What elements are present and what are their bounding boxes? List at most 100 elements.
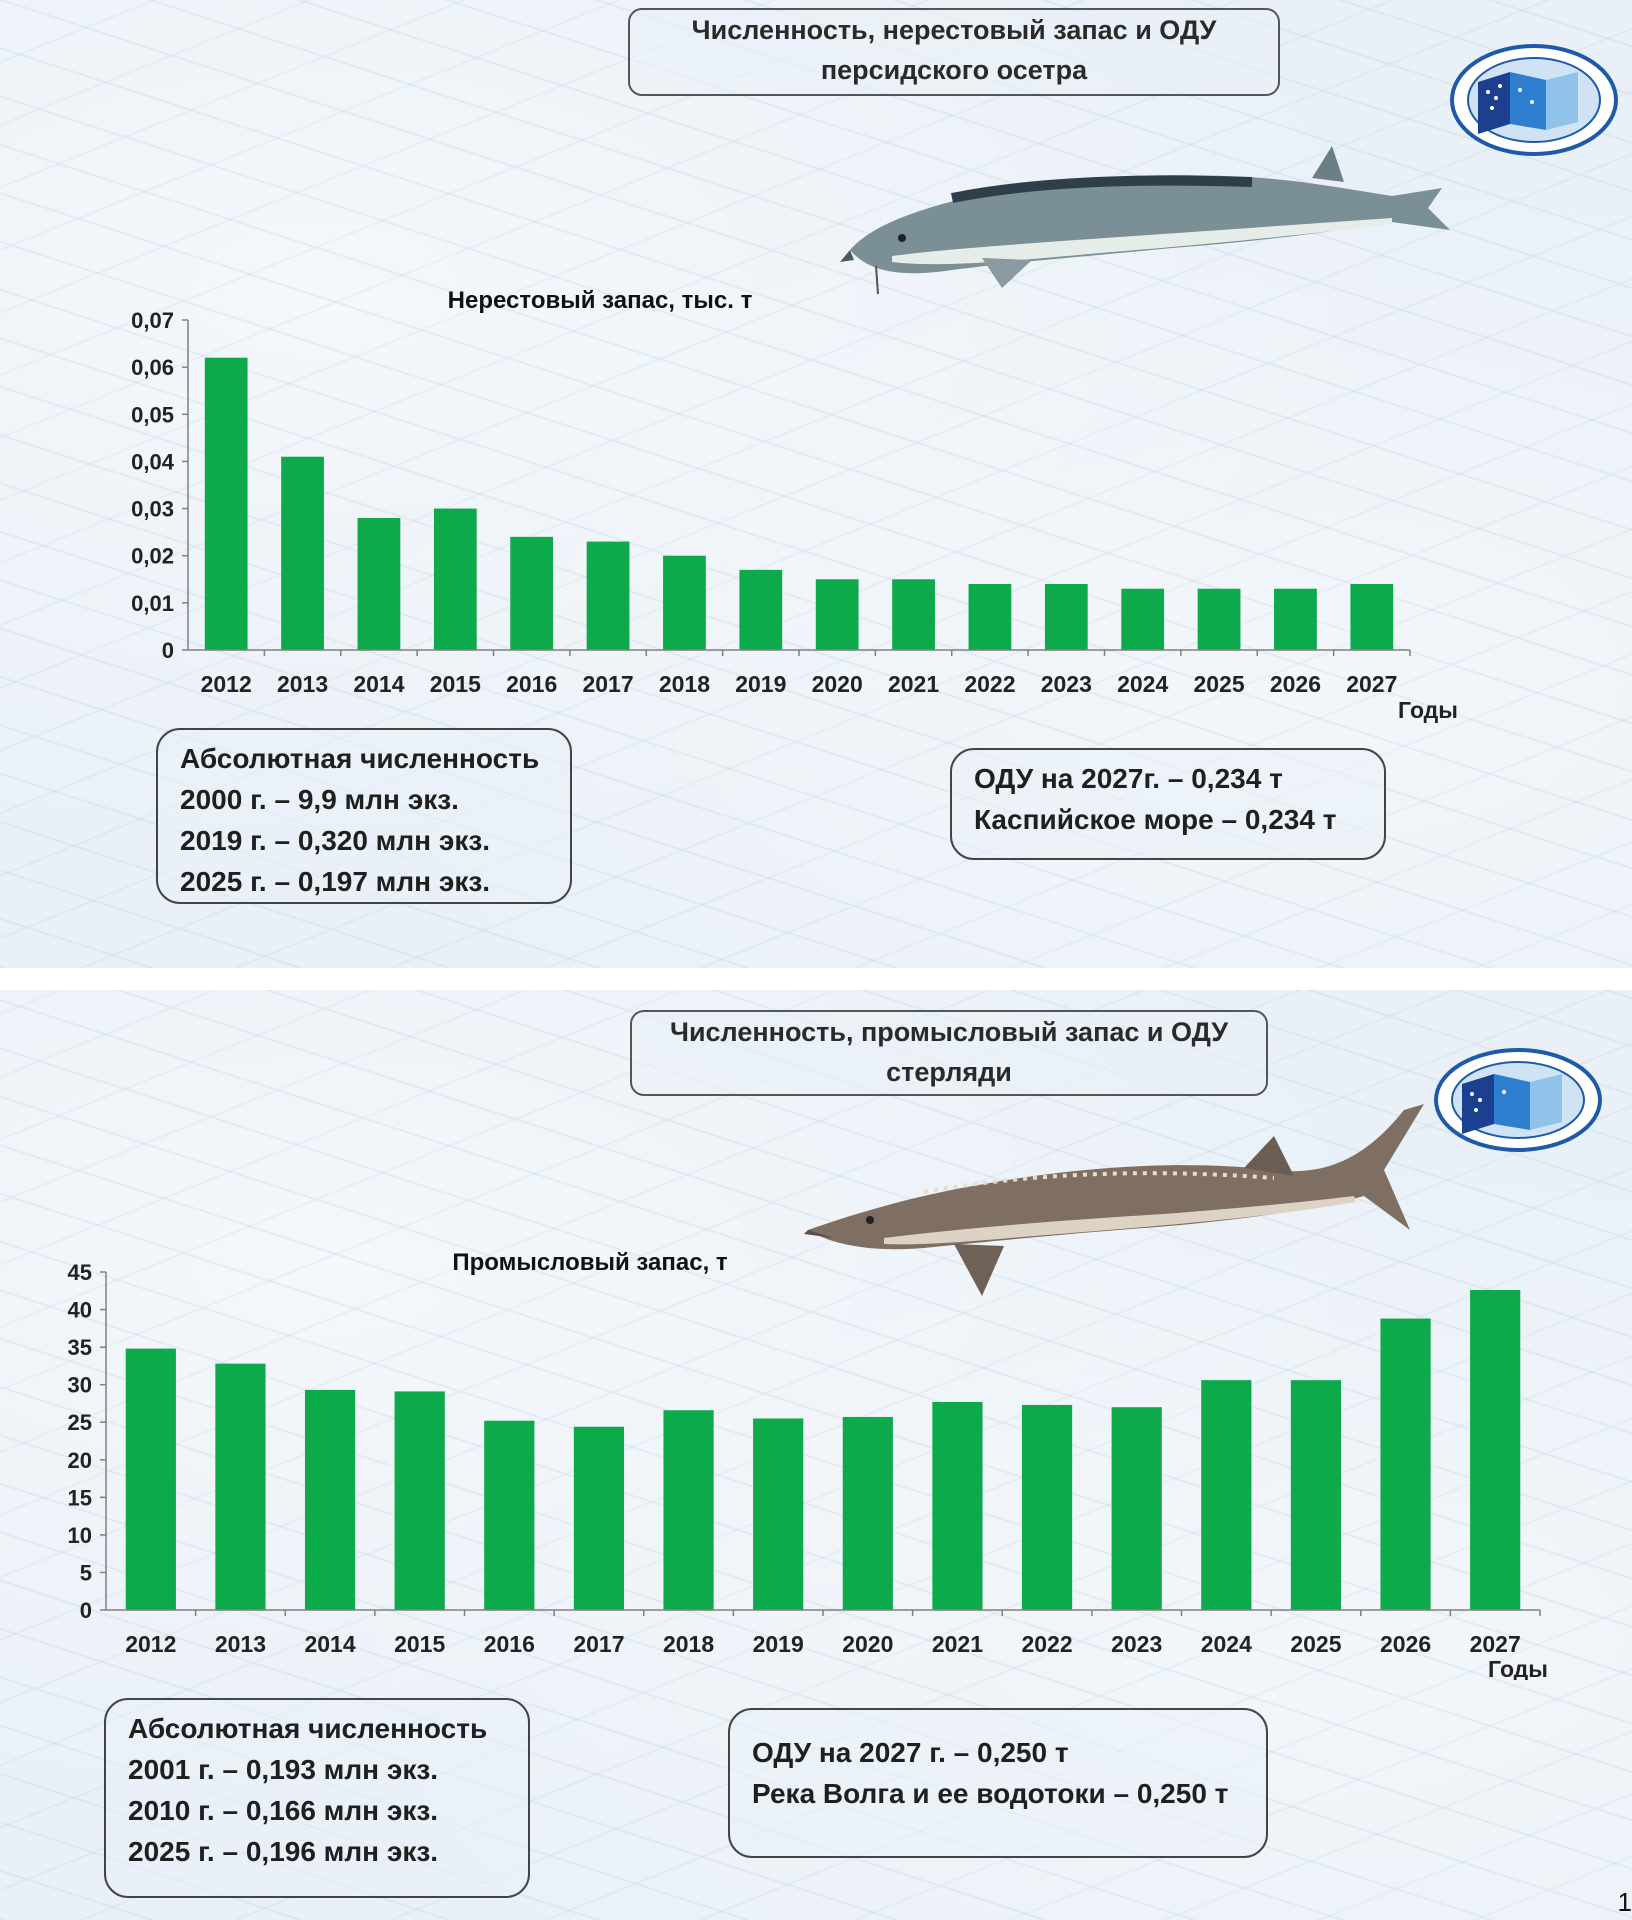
- slide-separator: [0, 968, 1632, 990]
- bar-2025: [1290, 1380, 1342, 1610]
- bar-2018: [663, 555, 706, 650]
- x-tick-label: 2021: [932, 1631, 983, 1657]
- bar-2012: [204, 357, 248, 650]
- x-tick-label: 2016: [484, 1631, 535, 1657]
- x-tick-label: 2025: [1290, 1631, 1341, 1657]
- bar-2027: [1350, 584, 1394, 650]
- y-tick-label: 15: [68, 1485, 92, 1510]
- x-axis-label: Годы: [1398, 697, 1458, 723]
- x-tick-label: 2013: [215, 1631, 266, 1657]
- y-tick-label: 0,03: [131, 497, 174, 522]
- y-tick-label: 25: [68, 1410, 92, 1435]
- bar-2024: [1201, 1380, 1252, 1610]
- y-tick-label: 5: [80, 1560, 92, 1585]
- persian-sturgeon-image: [840, 146, 1450, 295]
- bar-2013: [215, 1363, 266, 1610]
- abundance-line: 2019 г. – 0,320 млн экз.: [180, 825, 491, 856]
- x-tick-label: 2023: [1041, 671, 1092, 697]
- bar-2015: [433, 508, 477, 650]
- tac-box: ОДУ на 2027г. – 0,234 т Каспийское море …: [950, 748, 1386, 860]
- tac-line: Каспийское море – 0,234 т: [974, 804, 1337, 835]
- x-tick-label: 2018: [663, 1631, 714, 1657]
- x-tick-label: 2012: [125, 1631, 176, 1657]
- institute-logo: [1450, 44, 1618, 156]
- abundance-box: Абсолютная численность 2000 г. – 9,9 млн…: [156, 728, 572, 904]
- bar-2014: [357, 518, 401, 650]
- tac-line: Река Волга и ее водотоки – 0,250 т: [752, 1778, 1229, 1809]
- x-tick-label: 2024: [1201, 1631, 1252, 1657]
- x-tick-label: 2015: [394, 1631, 445, 1657]
- y-tick-label: 20: [68, 1448, 92, 1473]
- x-tick-label: 2022: [964, 671, 1015, 697]
- abundance-heading: Абсолютная численность: [180, 743, 540, 774]
- x-tick-label: 2026: [1270, 671, 1321, 697]
- abundance-line: 2001 г. – 0,193 млн экз.: [128, 1754, 439, 1785]
- commercial-stock-chart: Промысловый запас, т 051015202530354045 …: [68, 1249, 1548, 1680]
- bar-2027: [1470, 1290, 1521, 1610]
- y-tick-label: 0,06: [131, 355, 174, 380]
- abundance-line: 2025 г. – 0,197 млн экз.: [180, 866, 491, 897]
- bar-2023: [1111, 1407, 1162, 1610]
- x-tick-label: 2019: [735, 671, 786, 697]
- institute-logo: [1434, 1048, 1602, 1152]
- y-tick-label: 30: [68, 1373, 92, 1398]
- bar-2017: [586, 541, 630, 650]
- x-tick-label: 2015: [430, 671, 481, 697]
- x-tick-label: 2017: [573, 1631, 624, 1657]
- tac-line: ОДУ на 2027 г. – 0,250 т: [752, 1737, 1069, 1768]
- slide-title: Численность, нерестовый запас и ОДУ перс…: [628, 8, 1280, 96]
- y-tick-label: 0: [80, 1598, 92, 1623]
- abundance-heading: Абсолютная численность: [128, 1713, 488, 1744]
- bar-2021: [932, 1401, 983, 1610]
- bar-2024: [1121, 588, 1165, 650]
- y-tick-label: 40: [68, 1298, 92, 1323]
- bar-2020: [842, 1416, 893, 1610]
- slide-persian-sturgeon: Численность, нерестовый запас и ОДУ перс…: [0, 0, 1632, 968]
- y-tick-label: 0,02: [131, 544, 174, 569]
- x-tick-label: 2013: [277, 671, 328, 697]
- x-tick-label: 2016: [506, 671, 557, 697]
- y-tick-label: 0,01: [131, 591, 174, 616]
- bar-2021: [892, 579, 935, 650]
- page-number: 1: [1617, 1887, 1632, 1917]
- x-tick-label: 2019: [753, 1631, 804, 1657]
- bar-2013: [281, 456, 324, 650]
- x-tick-label: 2014: [353, 671, 404, 697]
- bar-2012: [125, 1348, 176, 1610]
- abundance-line: 2010 г. – 0,166 млн экз.: [128, 1795, 439, 1826]
- y-tick-label: 0,07: [131, 308, 174, 333]
- slide-title-line1: Численность, промысловый запас и ОДУ: [669, 1017, 1229, 1047]
- bar-2018: [663, 1410, 714, 1610]
- spawning-stock-chart: Нерестовый запас, тыс. т 0 0,01 0,02 0,03 0,…: [131, 287, 1458, 723]
- bar-2022: [1021, 1404, 1073, 1610]
- bar-2016: [484, 1420, 535, 1610]
- slide-title-line2: персидского осетра: [820, 55, 1088, 85]
- bar-2026: [1274, 588, 1317, 650]
- abundance-box: Абсолютная численность 2001 г. – 0,193 м…: [104, 1698, 530, 1898]
- x-axis-label: Годы: [1488, 1656, 1548, 1680]
- tac-line: ОДУ на 2027г. – 0,234 т: [974, 763, 1283, 794]
- bar-2020: [815, 579, 859, 650]
- x-tick-label: 2024: [1117, 671, 1168, 697]
- x-tick-label: 2012: [201, 671, 252, 697]
- y-tick-label: 35: [68, 1335, 92, 1360]
- y-tick-label: 45: [68, 1260, 92, 1285]
- abundance-line: 2000 г. – 9,9 млн экз.: [180, 784, 459, 815]
- x-tick-label: 2020: [842, 1631, 893, 1657]
- tac-box: ОДУ на 2027 г. – 0,250 т Река Волга и ее…: [728, 1708, 1268, 1858]
- chart-title: Промысловый запас, т: [452, 1249, 728, 1276]
- x-tick-label: 2023: [1111, 1631, 1162, 1657]
- y-tick-label: 0,04: [131, 449, 175, 474]
- x-tick-label: 2026: [1380, 1631, 1431, 1657]
- bar-2025: [1197, 588, 1241, 650]
- y-tick-label: 0: [162, 638, 174, 663]
- bar-2023: [1044, 584, 1088, 650]
- x-tick-label: 2027: [1470, 1631, 1521, 1657]
- bar-2017: [573, 1426, 625, 1610]
- x-tick-label: 2017: [582, 671, 633, 697]
- x-tick-label: 2022: [1021, 1631, 1072, 1657]
- bar-2015: [394, 1391, 445, 1610]
- bar-2022: [968, 584, 1012, 650]
- slide-sterlet: Численность, промысловый запас и ОДУ сте…: [0, 990, 1632, 1920]
- bar-2019: [753, 1418, 804, 1610]
